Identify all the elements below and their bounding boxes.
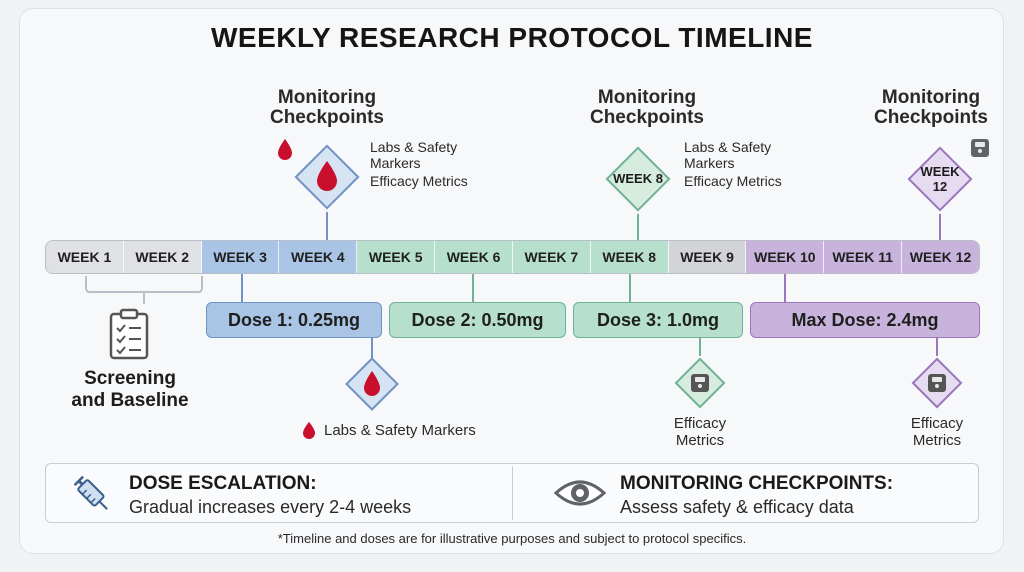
connector-line [629, 274, 631, 302]
diamond-label-week12: WEEK 12 [920, 164, 960, 194]
week-cell: WEEK 2 [123, 241, 202, 273]
week-cell: WEEK 4 [279, 241, 358, 273]
week-cell: WEEK 11 [824, 241, 903, 273]
labs-diamond [345, 357, 399, 411]
week-cell: WEEK 6 [435, 241, 513, 273]
week-timeline-bar: WEEK 1 WEEK 2 WEEK 3 WEEK 4 WEEK 5 WEEK … [45, 240, 980, 274]
labs-safety-label: Labs & Safety Markers [324, 422, 476, 439]
monitoring-title-3: Monitoring Checkpoints [873, 87, 989, 128]
syringe-icon [73, 475, 108, 510]
legend-right-title: MONITORING CHECKPOINTS: [620, 473, 894, 494]
week-cell: WEEK 3 [201, 241, 280, 273]
checkpoint-diamond-week4 [294, 144, 360, 210]
connector-line [326, 212, 328, 240]
week-cell: WEEK 5 [357, 241, 436, 273]
week-cell: WEEK 10 [746, 241, 825, 273]
week-cell: WEEK 12 [902, 241, 979, 273]
connector-line [784, 274, 786, 302]
week-cell: WEEK 9 [668, 241, 747, 273]
page-title: WEEKLY RESEARCH PROTOCOL TIMELINE [211, 22, 813, 53]
monitoring-title-2: Monitoring Checkpoints [589, 87, 705, 128]
monitoring-title-1: Monitoring Checkpoints [269, 87, 385, 128]
dose-box-4: Max Dose: 2.4mg [750, 302, 980, 338]
connector-line [472, 274, 474, 302]
efficacy-diamond-purple [911, 357, 963, 409]
dose-box-3: Dose 3: 1.0mg [573, 302, 743, 338]
connector-line [939, 214, 941, 240]
week-cell: WEEK 1 [46, 241, 124, 273]
scale-icon [971, 139, 989, 157]
legend-divider [512, 466, 513, 520]
blood-drop-icon [278, 139, 292, 160]
legend-right-text: Assess safety & efficacy data [620, 497, 854, 517]
diamond-label-week8: WEEK 8 [613, 171, 663, 186]
eye-icon [554, 480, 606, 506]
connector-line [637, 214, 639, 240]
monitoring-labels-1: Labs & Safety Markers Efficacy Metrics [370, 139, 468, 189]
legend-left-text: Gradual increases every 2-4 weeks [129, 497, 412, 517]
efficacy-diamond-green [674, 357, 726, 409]
screening-label: Screening and Baseline [71, 368, 189, 411]
legend-left-title: DOSE ESCALATION: [129, 473, 317, 494]
dose-box-2: Dose 2: 0.50mg [389, 302, 566, 338]
screening-bracket [85, 276, 203, 304]
dose-box-1: Dose 1: 0.25mg [206, 302, 382, 338]
connector-line [936, 338, 938, 356]
blood-drop-icon [303, 422, 315, 439]
checkpoint-diamond-week8 [605, 146, 671, 212]
checkpoint-diamond-week12 [907, 146, 973, 212]
connector-line [371, 338, 373, 358]
efficacy-label-purple: Efficacy Metrics [910, 415, 964, 449]
connector-line [699, 338, 701, 356]
clipboard-icon [109, 308, 149, 360]
week-cell: WEEK 7 [512, 241, 591, 273]
connector-line [241, 274, 243, 302]
legend-panel: DOSE ESCALATION: Gradual increases every… [45, 463, 979, 523]
week-cell: WEEK 8 [590, 241, 669, 273]
monitoring-labels-2: Labs & Safety Markers Efficacy Metrics [684, 139, 782, 189]
efficacy-label-green: Efficacy Metrics [673, 415, 727, 449]
footnote: *Timeline and doses are for illustrative… [277, 531, 747, 546]
